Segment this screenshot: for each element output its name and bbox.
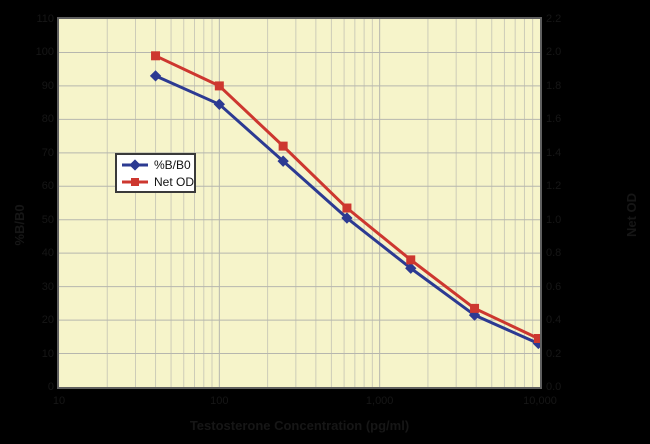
legend-swatch-diamond-icon	[122, 158, 148, 171]
y-axis-title-right: Net OD	[624, 192, 639, 238]
y-tick-label-right: 1.0	[546, 213, 562, 226]
marker-diamond-icon	[277, 155, 289, 167]
y-tick-label-left: 10	[41, 347, 54, 360]
y-tick-label-right: 1.8	[546, 79, 562, 92]
x-tick-label: 1,000	[365, 395, 394, 407]
y-axis-title-left: %B/B0	[12, 204, 27, 246]
marker-square-icon	[342, 203, 352, 213]
marker-diamond-icon	[149, 70, 162, 82]
marker-square-icon	[151, 51, 161, 61]
x-tick-label: 10,000	[523, 395, 557, 407]
marker-diamond-icon	[341, 212, 353, 224]
legend-swatch-square-icon	[122, 177, 148, 186]
y-tick-label-right: 1.2	[546, 180, 562, 193]
y-tick-label-left: 80	[41, 113, 54, 126]
y-tick-label-right: 0.4	[546, 314, 562, 327]
y-tick-label-left: 50	[41, 213, 54, 226]
y-tick-label-right: 1.6	[546, 113, 562, 126]
legend-item: %B/B0	[121, 157, 191, 172]
y-tick-label-right: 0.2	[546, 347, 562, 360]
y-tick-label-left: 110	[36, 13, 54, 25]
y-tick-label-left: 40	[41, 247, 54, 260]
y-tick-label-left: 70	[41, 146, 54, 159]
plot-svg	[59, 19, 540, 387]
marker-square-icon	[406, 255, 416, 265]
legend-label: Net OD	[154, 174, 195, 189]
y-tick-label-left: 20	[41, 314, 54, 327]
x-tick-label: 10	[52, 395, 66, 407]
marker-square-icon	[278, 141, 288, 151]
y-tick-label-left: 90	[41, 79, 54, 92]
x-axis-title: Testosterone Concentration (pg/ml)	[189, 418, 410, 433]
marker-diamond-icon	[405, 262, 417, 274]
y-tick-label-right: 0.0	[546, 381, 562, 393]
y-tick-label-right: 1.4	[546, 146, 562, 159]
legend: %B/B0 Net OD	[115, 153, 196, 193]
y-tick-label-left: 100	[35, 46, 54, 59]
series-line-netod	[154, 54, 539, 340]
marker-square-icon	[533, 333, 540, 343]
y-tick-label-left: 30	[41, 280, 54, 293]
plot-area	[57, 17, 542, 389]
y-tick-label-left: 0	[47, 381, 54, 393]
x-tick-label: 100	[210, 395, 229, 407]
y-tick-label-left: 60	[41, 180, 54, 193]
y-tick-label-right: 2.2	[546, 13, 562, 25]
marker-square-icon	[470, 303, 480, 313]
y-tick-label-right: 0.8	[546, 247, 562, 260]
y-tick-label-right: 0.6	[546, 280, 562, 293]
legend-label: %B/B0	[154, 157, 191, 172]
y-tick-label-right: 2.0	[546, 46, 562, 59]
legend-item: Net OD	[121, 174, 194, 189]
marker-square-icon	[214, 81, 224, 91]
